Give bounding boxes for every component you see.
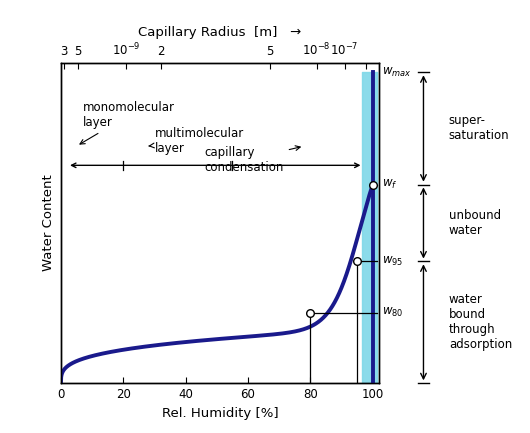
X-axis label: Rel. Humidity [%]: Rel. Humidity [%] xyxy=(162,407,278,420)
Text: super-
saturation: super- saturation xyxy=(449,114,509,142)
Text: capillary
condensation: capillary condensation xyxy=(205,146,300,174)
Text: $w_{max}$: $w_{max}$ xyxy=(382,66,412,79)
Text: $w_f$: $w_f$ xyxy=(382,178,398,191)
Text: $w_{80}$: $w_{80}$ xyxy=(382,306,403,319)
Text: monomolecular
layer: monomolecular layer xyxy=(80,101,175,144)
Text: unbound
water: unbound water xyxy=(449,209,501,237)
Text: water
bound
through
adsorption: water bound through adsorption xyxy=(449,293,512,351)
X-axis label: Capillary Radius  [m]   →: Capillary Radius [m] → xyxy=(138,26,302,39)
Y-axis label: Water Content: Water Content xyxy=(42,174,56,271)
Text: $w_{95}$: $w_{95}$ xyxy=(382,255,403,268)
Text: multimolecular
layer: multimolecular layer xyxy=(149,127,244,155)
